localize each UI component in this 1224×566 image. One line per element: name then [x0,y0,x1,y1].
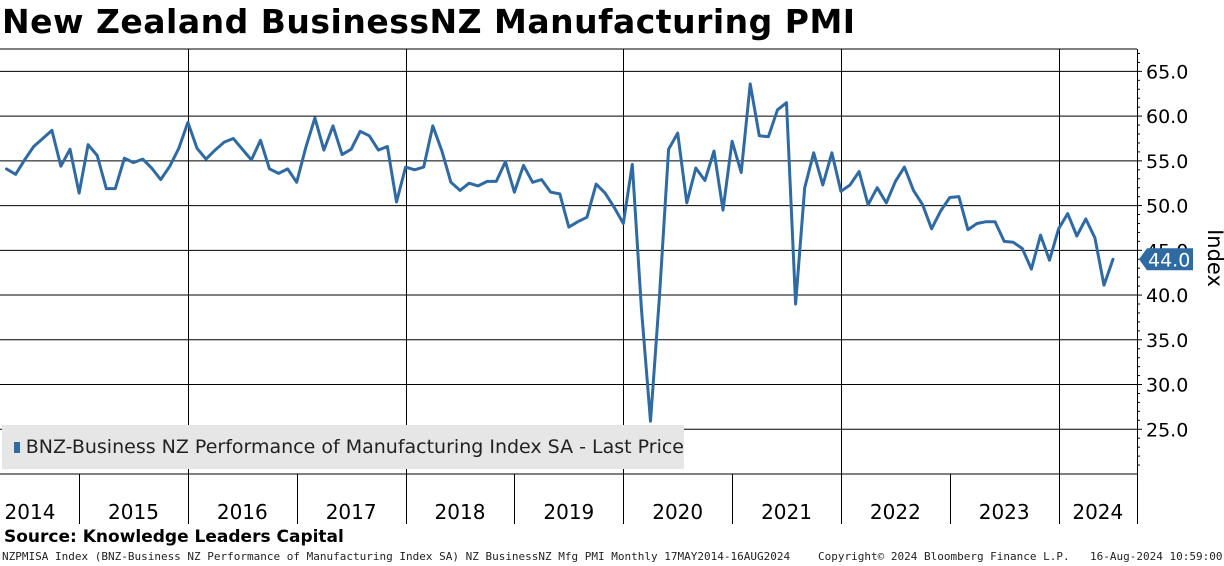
x-tick-label: 2019 [543,500,594,524]
y-tick-label: 25.0 [1146,419,1188,441]
y-tick-label: 50.0 [1146,196,1188,218]
footer-copyright: Copyright© 2024 Bloomberg Finance L.P. [818,550,1070,563]
x-tick-label: 2016 [217,500,268,524]
x-tick-label: 2022 [870,500,921,524]
last-value-label-group: 44.0 [1139,248,1193,271]
x-tick-label: 2018 [435,500,486,524]
legend-swatch [14,441,20,453]
y-tick-label: 35.0 [1146,330,1188,352]
y-tick-label: 65.0 [1146,61,1188,83]
chart-title: New Zealand BusinessNZ Manufacturing PMI [2,2,856,41]
vertical-gridlines [188,49,1060,474]
footer-ticker-info: NZPMISA Index (BNZ-Business NZ Performan… [2,550,791,563]
y-tick-label: 60.0 [1146,106,1188,128]
source-note: Source: Knowledge Leaders Capital [4,527,344,547]
x-axis: 2014 2015 2016 2017 2018 2019 2020 2021 2022 2023… [5,474,1123,524]
x-tick-label: 2023 [979,500,1030,524]
x-tick-label: 2024 [1072,500,1123,524]
x-tick-label: 2014 [5,500,56,524]
series-line [5,82,1115,423]
x-tick-label: 2020 [652,500,703,524]
x-tick-label: 2015 [108,500,159,524]
legend-label: BNZ-Business NZ Performance of Manufactu… [25,436,684,458]
y-axis: 65.060.055.050.045.040.035.030.025.0 [1137,52,1188,466]
x-tick-label: 2017 [326,500,377,524]
y-tick-label: 40.0 [1146,285,1188,307]
y-tick-label: 55.0 [1146,151,1188,173]
legend: BNZ-Business NZ Performance of Manufactu… [2,425,684,469]
y-axis-title: Index [1203,229,1224,287]
series [5,82,1115,423]
last-value-label: 44.0 [1148,249,1190,271]
horizontal-gridlines [0,70,1137,430]
last-value-badge [1139,248,1193,271]
y-tick-label: 30.0 [1146,375,1188,397]
x-tick-label: 2021 [761,500,812,524]
footer-timestamp: 16-Aug-2024 10:59:00 [1090,550,1223,563]
